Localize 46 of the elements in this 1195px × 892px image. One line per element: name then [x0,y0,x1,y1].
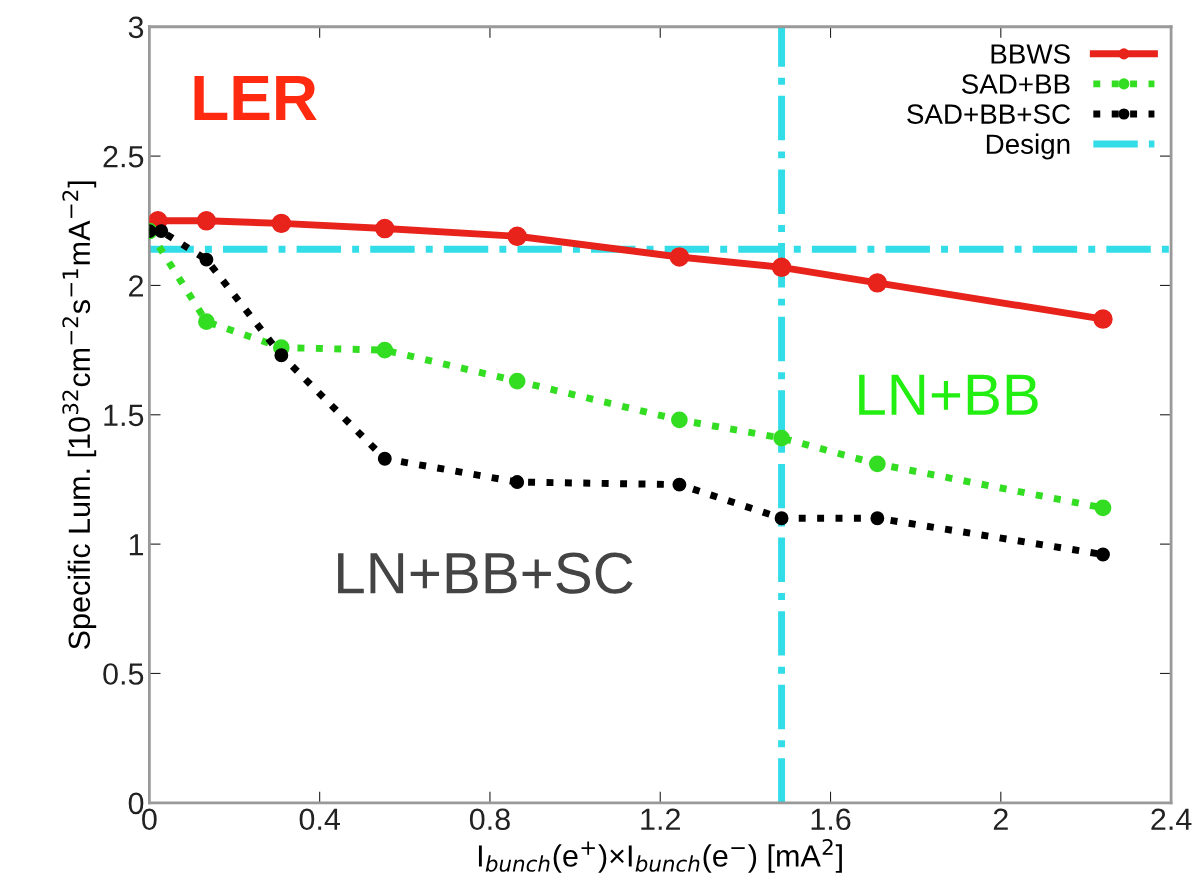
point [274,348,289,363]
point [377,451,392,466]
y-tick-label: 0 [128,792,144,815]
point [870,511,885,526]
x-tick-label: 0.4 [299,808,341,831]
point [1094,499,1112,517]
point [672,477,687,492]
annotation: LN+BB [859,374,1038,415]
y-tick-label: 3 [128,16,144,39]
y-tick-label: 2 [129,275,143,297]
point [773,429,790,447]
x-tick-label: 1.2 [641,808,680,830]
annotation: LN+BB+SC [338,552,633,594]
text: Specific Lum. [10$^{32}$cm$^{−2}$s$^{−1}$mA$^{−2}$] [62,181,97,649]
text: I$_{bunch}$(e$^{+}$)×I$_{bunch}$(e$^{−}$) [mA$^{2}$] [478,838,842,873]
x-tick-label: 0.8 [469,808,510,831]
point [669,247,690,267]
point [771,257,792,278]
x-tick-label: 2 [993,808,1008,830]
x-tick-label: 2.4 [1151,808,1192,830]
point [867,273,888,293]
point [199,252,214,267]
y-tick-label: 0.5 [103,663,144,685]
point [154,224,169,239]
point [508,372,526,390]
point [507,226,527,247]
y-tick-label: 1.5 [104,404,144,427]
point [198,313,215,330]
point [774,511,789,526]
y-tick-label: 2.5 [103,145,144,168]
point [1093,309,1113,329]
point [869,455,886,473]
legend-label: BBWS [991,44,1070,64]
point [196,211,217,231]
point [375,218,395,239]
annotation: LER [194,75,317,120]
point [671,411,688,429]
legend-label: SAD+BB+SC [907,104,1071,124]
x-tick-label: 1.6 [811,808,851,831]
legend-label: Design [986,133,1070,160]
legend-label: SAD+BB [961,74,1070,94]
point [510,475,525,489]
point [271,213,292,234]
point [376,341,394,359]
point [1096,547,1110,562]
y-tick-label: 1 [129,534,144,556]
